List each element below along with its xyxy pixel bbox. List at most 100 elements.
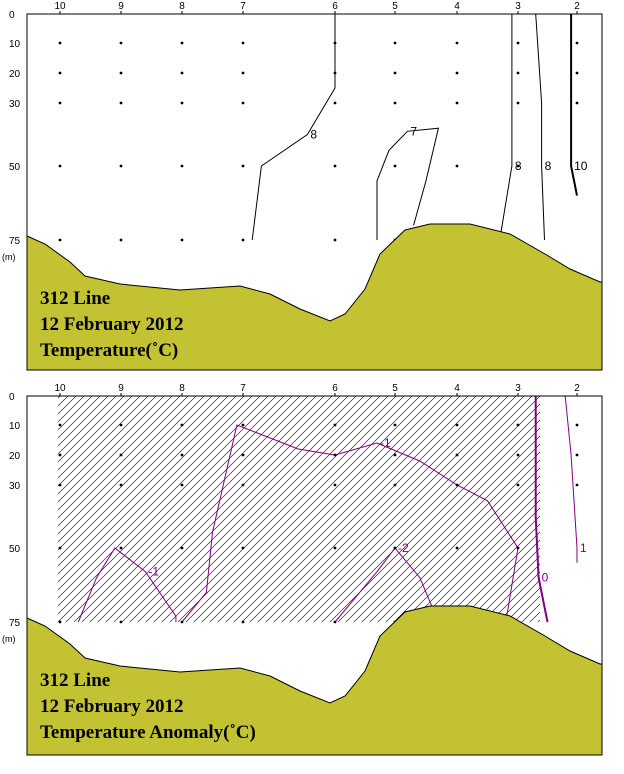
contour-line-10 xyxy=(570,14,578,196)
contour-panel-1: 878810109876543201020305075(m)312 Line12… xyxy=(2,1,603,371)
contour-line-9 xyxy=(535,13,545,241)
y-tick-label: 50 xyxy=(9,162,21,173)
station-sample-dot xyxy=(516,423,520,427)
contour-line--1 xyxy=(181,424,519,623)
station-sample-dot xyxy=(575,453,579,457)
station-sample-dot xyxy=(575,71,579,75)
station-sample-dot xyxy=(180,483,184,487)
x-tick-label: 10 xyxy=(54,1,66,12)
x-tick-label: 9 xyxy=(118,383,124,394)
station-sample-dot xyxy=(516,71,520,75)
y-tick-label: 75 xyxy=(9,618,21,629)
station-sample-dot xyxy=(516,101,520,105)
y-tick-label: 20 xyxy=(9,451,21,462)
station-sample-dot xyxy=(241,620,245,624)
y-tick-label: 0 xyxy=(9,392,15,403)
station-sample-dot xyxy=(58,71,62,75)
contour-line-0 xyxy=(534,396,549,623)
x-tick-label: 3 xyxy=(515,1,521,12)
station-sample-dot xyxy=(180,164,184,168)
station-sample-dot xyxy=(455,101,459,105)
station-sample-dot xyxy=(241,483,245,487)
contour-label: 0 xyxy=(542,571,549,585)
contour-label: -2 xyxy=(398,541,409,555)
station-sample-dot xyxy=(333,620,337,624)
station-sample-dot xyxy=(180,453,184,457)
station-sample-dot xyxy=(58,453,62,457)
station-sample-dot xyxy=(119,238,123,242)
station-sample-dot xyxy=(516,164,520,168)
station-sample-dot xyxy=(333,238,337,242)
seabed-fill xyxy=(26,223,603,371)
station-sample-dot xyxy=(119,423,123,427)
contour-line-8 xyxy=(251,14,336,241)
station-sample-dot xyxy=(575,423,579,427)
station-sample-dot xyxy=(180,546,184,550)
station-sample-dot xyxy=(333,453,337,457)
contour-label: -1 xyxy=(148,565,159,579)
contour-label: -1 xyxy=(380,436,391,450)
station-sample-dot xyxy=(333,164,337,168)
y-tick-label: 30 xyxy=(9,481,21,492)
y-tick-label: 0 xyxy=(9,10,15,21)
station-sample-dot xyxy=(393,423,397,427)
station-sample-dot xyxy=(575,41,579,45)
station-sample-dot xyxy=(393,71,397,75)
station-sample-dot xyxy=(241,238,245,242)
contour-line-7 xyxy=(376,127,440,240)
station-sample-dot xyxy=(119,620,123,624)
station-sample-dot xyxy=(516,453,520,457)
station-sample-dot xyxy=(516,546,520,550)
station-sample-dot xyxy=(455,483,459,487)
station-sample-dot xyxy=(119,71,123,75)
station-sample-dot xyxy=(455,71,459,75)
station-sample-dot xyxy=(241,71,245,75)
x-tick-label: 2 xyxy=(574,383,580,394)
contour-label: 10 xyxy=(574,159,588,173)
x-tick-label: 5 xyxy=(392,1,398,12)
station-sample-dot xyxy=(180,620,184,624)
x-tick-label: 8 xyxy=(179,383,185,394)
x-tick-label: 6 xyxy=(332,1,338,12)
contour-label: 7 xyxy=(410,124,417,138)
station-sample-dot xyxy=(333,41,337,45)
caption-line-1: 312 Line xyxy=(40,288,110,309)
station-sample-dot xyxy=(241,164,245,168)
x-tick-label: 5 xyxy=(392,383,398,394)
y-tick-label: 20 xyxy=(9,69,21,80)
x-tick-label: 4 xyxy=(454,383,460,394)
station-sample-dot xyxy=(516,483,520,487)
contour-label: 1 xyxy=(580,541,587,555)
x-tick-label: 2 xyxy=(574,1,580,12)
station-sample-dot xyxy=(241,41,245,45)
station-sample-dot xyxy=(393,546,397,550)
x-tick-label: 10 xyxy=(54,383,66,394)
station-sample-dot xyxy=(516,41,520,45)
y-tick-label: 30 xyxy=(9,99,21,110)
station-sample-dot xyxy=(455,164,459,168)
contour-label: 8 xyxy=(545,159,552,173)
station-sample-dot xyxy=(393,164,397,168)
station-sample-dot xyxy=(333,483,337,487)
station-sample-dot xyxy=(455,546,459,550)
caption-line-2: 12 February 2012 xyxy=(40,696,184,717)
x-tick-label: 4 xyxy=(454,1,460,12)
station-sample-dot xyxy=(119,164,123,168)
y-axis-unit: (m) xyxy=(2,634,16,644)
station-sample-dot xyxy=(393,483,397,487)
station-sample-dot xyxy=(333,546,337,550)
station-sample-dot xyxy=(58,101,62,105)
x-tick-label: 6 xyxy=(332,383,338,394)
station-sample-dot xyxy=(455,423,459,427)
station-sample-dot xyxy=(393,453,397,457)
y-tick-label: 50 xyxy=(9,544,21,555)
x-tick-label: 8 xyxy=(179,1,185,12)
station-sample-dot xyxy=(58,41,62,45)
station-sample-dot xyxy=(58,423,62,427)
contour-line-1 xyxy=(564,395,578,563)
station-sample-dot xyxy=(58,546,62,550)
plot-frame xyxy=(26,13,603,371)
station-sample-dot xyxy=(575,483,579,487)
station-sample-dot xyxy=(455,41,459,45)
